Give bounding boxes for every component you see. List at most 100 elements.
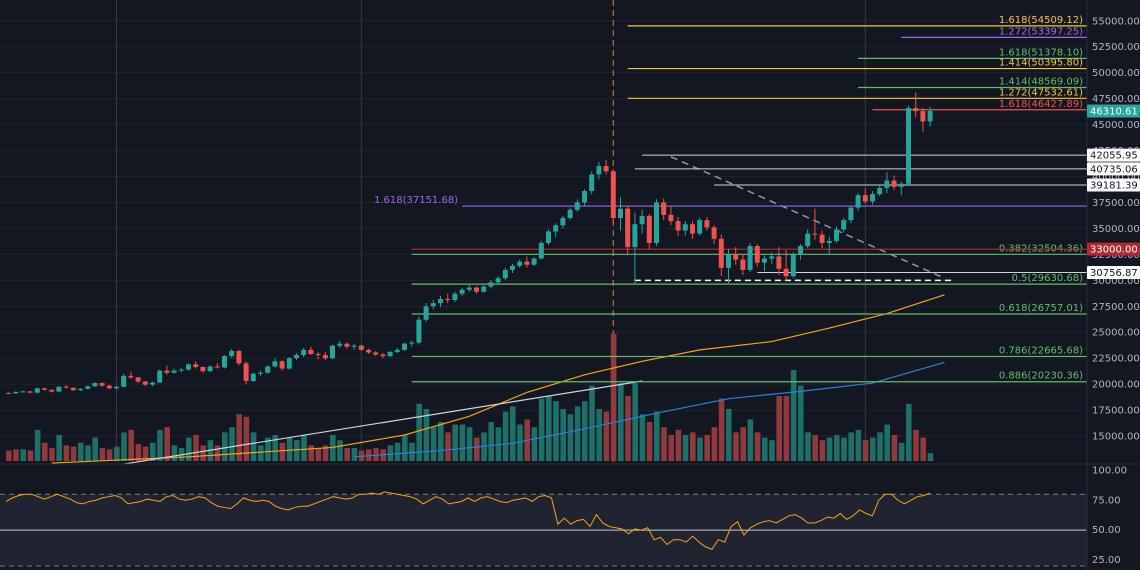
candle[interactable] [574, 202, 580, 210]
candle[interactable] [884, 180, 890, 188]
candle[interactable] [27, 391, 33, 393]
candle[interactable] [747, 246, 753, 270]
candle[interactable] [452, 293, 458, 301]
candle[interactable] [279, 361, 285, 369]
candle[interactable] [171, 370, 177, 373]
candle[interactable] [200, 367, 206, 372]
candle[interactable] [855, 195, 861, 208]
candle[interactable] [229, 350, 235, 357]
candle[interactable] [409, 342, 415, 344]
candle[interactable] [85, 386, 91, 389]
candle[interactable] [99, 383, 105, 386]
candle[interactable] [783, 268, 789, 277]
candle[interactable] [510, 265, 515, 270]
candle[interactable] [546, 231, 551, 243]
candle[interactable] [6, 392, 11, 394]
candle[interactable] [906, 107, 911, 184]
candle[interactable] [70, 387, 76, 391]
candle[interactable] [186, 364, 191, 370]
candle[interactable] [337, 343, 343, 346]
candle[interactable] [438, 299, 443, 304]
candle[interactable] [49, 389, 55, 392]
candle[interactable] [913, 107, 919, 112]
candle[interactable] [862, 195, 868, 202]
candle[interactable] [927, 110, 933, 122]
candle[interactable] [128, 375, 134, 378]
candle[interactable] [236, 350, 242, 364]
candle[interactable] [286, 358, 292, 369]
candle[interactable] [891, 180, 897, 187]
candle[interactable] [481, 286, 487, 292]
candle[interactable] [150, 382, 155, 385]
candle[interactable] [466, 287, 472, 290]
candle[interactable] [308, 349, 314, 355]
candle[interactable] [351, 345, 357, 347]
candle[interactable] [603, 166, 609, 172]
candle[interactable] [819, 234, 825, 243]
candle[interactable] [531, 258, 537, 265]
candle[interactable] [121, 375, 127, 387]
candle[interactable] [193, 364, 199, 368]
candle[interactable] [394, 349, 400, 352]
candle[interactable] [78, 388, 83, 391]
candle[interactable] [358, 345, 364, 350]
candle[interactable] [142, 381, 148, 385]
candle[interactable] [589, 174, 595, 192]
candle[interactable] [711, 227, 717, 239]
candle[interactable] [625, 208, 631, 248]
candle[interactable] [920, 111, 926, 122]
candle[interactable] [567, 209, 573, 219]
candle[interactable] [517, 261, 523, 266]
candle[interactable] [20, 391, 26, 393]
candle[interactable] [135, 377, 141, 382]
candle[interactable] [207, 366, 213, 372]
candle[interactable] [502, 269, 508, 279]
candle[interactable] [445, 299, 451, 301]
candle[interactable] [63, 386, 69, 388]
candle[interactable] [344, 343, 350, 347]
candle[interactable] [898, 183, 904, 187]
candle[interactable] [294, 355, 299, 359]
candle[interactable] [524, 261, 530, 265]
candle[interactable] [416, 319, 422, 343]
candle[interactable] [798, 246, 803, 255]
candle[interactable] [769, 256, 775, 259]
candle[interactable] [42, 388, 47, 390]
candle[interactable] [495, 278, 501, 283]
candle[interactable] [553, 225, 559, 232]
candle[interactable] [675, 221, 681, 231]
candle[interactable] [826, 240, 832, 243]
candle[interactable] [762, 258, 767, 263]
candle[interactable] [870, 194, 875, 202]
candle[interactable] [848, 207, 854, 221]
candle[interactable] [106, 385, 112, 389]
candle[interactable] [596, 166, 602, 175]
candle[interactable] [387, 351, 393, 357]
candle[interactable] [214, 366, 220, 368]
candle[interactable] [668, 214, 674, 222]
candle[interactable] [632, 224, 638, 248]
candle[interactable] [834, 229, 839, 241]
candle[interactable] [423, 306, 429, 320]
candle[interactable] [301, 349, 307, 356]
candle[interactable] [754, 246, 760, 263]
candle[interactable] [488, 282, 494, 287]
candle[interactable] [265, 366, 271, 373]
candle[interactable] [560, 218, 566, 226]
candle[interactable] [322, 355, 328, 359]
candle[interactable] [474, 287, 479, 292]
candle[interactable] [373, 352, 379, 355]
candle[interactable] [618, 208, 623, 219]
candle[interactable] [380, 354, 386, 357]
rsi-panel[interactable]: 25.00 50.00 75.00 100.00 [0, 463, 1140, 567]
candle[interactable] [258, 372, 263, 374]
candle[interactable] [430, 303, 436, 307]
candle[interactable] [315, 354, 321, 356]
candle[interactable] [610, 171, 616, 219]
candle[interactable] [718, 238, 724, 268]
candle[interactable] [114, 386, 119, 389]
candle[interactable] [740, 259, 746, 270]
candle[interactable] [582, 191, 587, 203]
candle[interactable] [250, 373, 256, 382]
